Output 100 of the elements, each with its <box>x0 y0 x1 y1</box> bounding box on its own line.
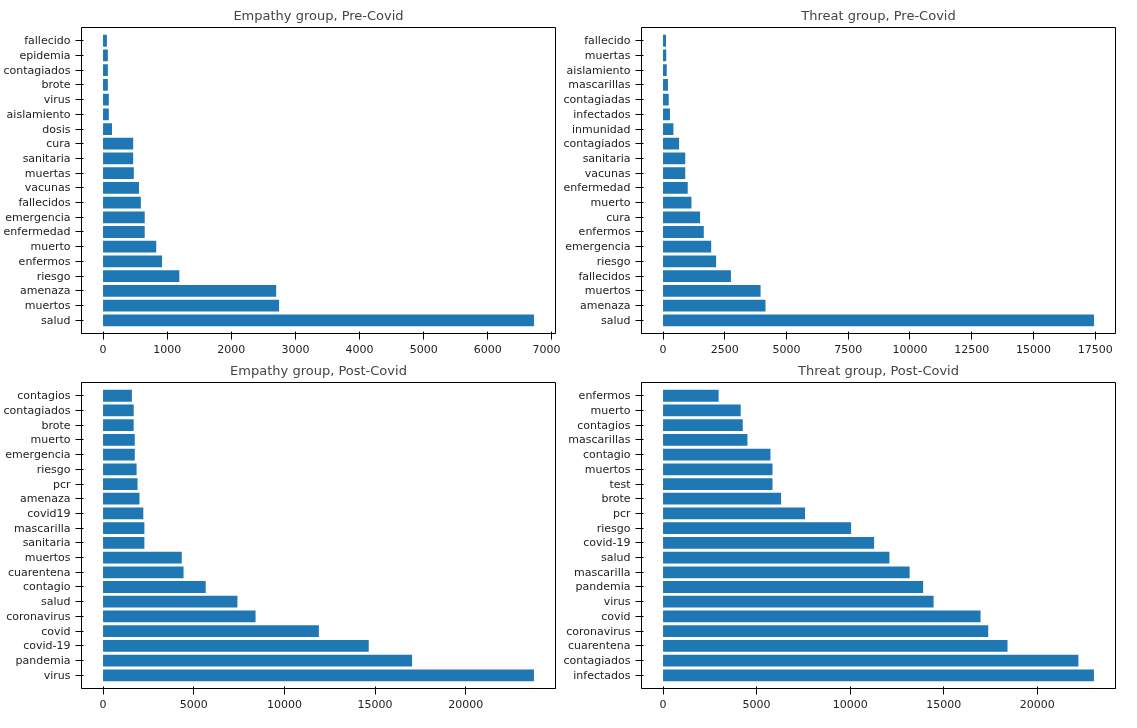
y-tick-label: epidemia <box>19 48 71 62</box>
x-tick-label: 15000 <box>1015 342 1051 356</box>
x-tick-label: 5000 <box>179 697 208 711</box>
chart-title: Threat group, Post-Covid <box>797 362 959 378</box>
x-tick-label: 12500 <box>954 342 990 356</box>
y-tick-label: muertas <box>24 166 71 180</box>
y-tick-label: muerto <box>590 403 631 417</box>
y-tick-label: aislamiento <box>6 107 71 121</box>
y-tick-label: enfermedad <box>3 225 71 239</box>
y-tick-label: cuarentena <box>567 639 631 653</box>
y-tick-label: infectados <box>573 668 631 682</box>
y-tick-label: vacunas <box>584 166 631 180</box>
x-tick-label: 5000 <box>742 697 771 711</box>
y-tick-label: amenaza <box>20 284 71 298</box>
y-tick-label: emergencia <box>5 448 71 462</box>
y-tick-label: test <box>609 477 632 491</box>
y-tick-label: contagios <box>17 389 71 403</box>
y-tick-label: muertos <box>584 462 631 476</box>
y-tick-label: muerto <box>30 433 71 447</box>
y-tick-label: emergencia <box>5 210 71 224</box>
x-tick-label: 0 <box>99 342 107 356</box>
chart-title: Empathy group, Post-Covid <box>230 362 407 378</box>
y-tick-label: muertos <box>24 551 71 565</box>
y-tick-label: contagiados <box>3 403 71 417</box>
y-tick-label: muertos <box>584 284 631 298</box>
x-tick-label: 1000 <box>153 342 182 356</box>
y-tick-label: pcr <box>612 506 631 520</box>
y-tick-label: amenaza <box>580 299 631 313</box>
y-tick-label: riesgo <box>36 269 71 283</box>
x-tick-label: 7500 <box>834 342 863 356</box>
y-tick-label: coronavirus <box>566 624 631 638</box>
y-tick-label: emergencia <box>565 240 631 254</box>
y-tick-label: salud <box>601 313 631 327</box>
x-tick-label: 7000 <box>532 342 561 356</box>
x-tick-label: 0 <box>99 697 107 711</box>
x-tick-label: 4000 <box>345 342 374 356</box>
y-tick-label: pandemia <box>575 580 631 594</box>
chart-title: Threat group, Pre-Covid <box>800 7 956 23</box>
y-tick-label: coronavirus <box>6 609 71 623</box>
x-tick-label: 2000 <box>217 342 246 356</box>
x-tick-label: 6000 <box>473 342 502 356</box>
x-tick-label: 17500 <box>1077 342 1113 356</box>
y-tick-label: amenaza <box>20 492 71 506</box>
y-tick-label: fallecidos <box>578 269 631 283</box>
y-tick-label: contagiados <box>563 137 631 151</box>
x-tick-label: 20000 <box>1019 697 1055 711</box>
x-tick-label: 5000 <box>772 342 801 356</box>
y-tick-label: contagiados <box>3 63 71 77</box>
y-tick-label: cura <box>606 210 631 224</box>
y-tick-label: contagiados <box>563 654 631 668</box>
y-tick-label: cura <box>46 137 71 151</box>
y-tick-label: enfermos <box>578 389 631 403</box>
y-tick-label: virus <box>43 668 71 682</box>
y-tick-label: aislamiento <box>566 63 631 77</box>
y-tick-label: enfermos <box>578 225 631 239</box>
y-tick-label: covid19 <box>27 506 71 520</box>
y-tick-label: dosis <box>42 122 71 136</box>
y-tick-label: sanitaria <box>22 151 71 165</box>
y-tick-label: salud <box>601 551 631 565</box>
y-tick-label: fallecidos <box>18 196 71 210</box>
y-tick-label: mascarilla <box>14 521 71 535</box>
y-tick-label: covid <box>601 609 631 623</box>
y-tick-label: mascarillas <box>568 433 631 447</box>
y-tick-label: muerto <box>590 196 631 210</box>
x-tick-label: 0 <box>659 697 667 711</box>
y-tick-label: pandemia <box>15 654 71 668</box>
y-tick-label: inmunidad <box>572 122 631 136</box>
y-tick-label: covid <box>41 624 71 638</box>
y-tick-label: infectados <box>573 107 631 121</box>
y-tick-label: cuarentena <box>7 565 71 579</box>
x-tick-label: 10000 <box>832 697 868 711</box>
y-tick-label: riesgo <box>596 254 631 268</box>
y-tick-label: enfermos <box>18 254 71 268</box>
y-tick-label: fallecido <box>24 34 71 48</box>
y-tick-label: mascarilla <box>574 565 631 579</box>
y-tick-label: virus <box>603 595 631 609</box>
y-tick-label: salud <box>41 595 71 609</box>
y-tick-label: covid-19 <box>583 536 631 550</box>
x-tick-label: 5000 <box>409 342 438 356</box>
y-tick-label: mascarillas <box>568 78 631 92</box>
y-tick-label: sanitaria <box>22 536 71 550</box>
y-tick-label: salud <box>41 313 71 327</box>
y-tick-label: contagio <box>22 580 71 594</box>
y-tick-label: riesgo <box>36 462 71 476</box>
y-tick-label: fallecido <box>584 34 631 48</box>
x-tick-label: 10000 <box>266 697 302 711</box>
y-tick-label: virus <box>43 93 71 107</box>
y-tick-label: muertos <box>24 299 71 313</box>
y-tick-label: contagios <box>577 418 631 432</box>
x-tick-label: 0 <box>659 342 667 356</box>
y-tick-label: brote <box>601 492 631 506</box>
x-tick-label: 15000 <box>357 697 393 711</box>
x-tick-label: 10000 <box>892 342 928 356</box>
chart-title: Empathy group, Pre-Covid <box>233 7 404 23</box>
y-tick-label: pcr <box>52 477 71 491</box>
y-tick-label: sanitaria <box>582 151 631 165</box>
y-tick-label: muertas <box>584 48 631 62</box>
y-tick-label: enfermedad <box>563 181 631 195</box>
x-tick-label: 20000 <box>448 697 484 711</box>
y-tick-label: riesgo <box>596 521 631 535</box>
